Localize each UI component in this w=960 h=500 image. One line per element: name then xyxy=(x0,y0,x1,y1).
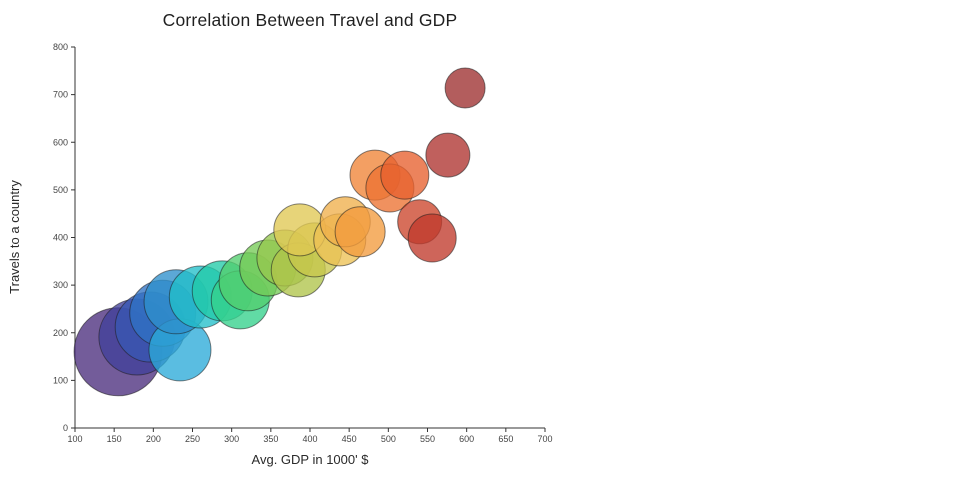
y-tick-label: 100 xyxy=(53,375,68,385)
y-tick-label: 400 xyxy=(53,233,68,243)
axes: 100 150 200 250 300 350 400 450 500 550 600 650 700 0… xyxy=(53,42,553,444)
y-tick-label: 500 xyxy=(53,185,68,195)
x-tick-label: 650 xyxy=(498,434,513,444)
y-tick-label: 800 xyxy=(53,42,68,52)
x-tick-label: 350 xyxy=(263,434,278,444)
x-tick-label: 550 xyxy=(420,434,435,444)
x-tick-label: 400 xyxy=(302,434,317,444)
bubble-point[interactable] xyxy=(334,206,386,258)
x-tick-label: 600 xyxy=(459,434,474,444)
bubble-series xyxy=(73,67,486,397)
x-tick-label: 200 xyxy=(146,434,161,444)
x-tick-label: 500 xyxy=(381,434,396,444)
y-tick-label: 300 xyxy=(53,280,68,290)
y-axis-label: Travels to a country xyxy=(7,180,22,294)
bubble-point[interactable] xyxy=(444,67,486,109)
y-tick-label: 200 xyxy=(53,328,68,338)
y-tick-label: 700 xyxy=(53,90,68,100)
y-tick-label: 0 xyxy=(63,423,68,433)
y-tick-label: 600 xyxy=(53,137,68,147)
x-tick-label: 100 xyxy=(67,434,82,444)
bubble-point[interactable] xyxy=(425,132,471,178)
bubble-point[interactable] xyxy=(380,150,430,200)
x-tick-label: 300 xyxy=(224,434,239,444)
x-tick-label: 250 xyxy=(185,434,200,444)
x-tick-label: 700 xyxy=(537,434,552,444)
x-axis-label: Avg. GDP in 1000' $ xyxy=(252,452,370,467)
x-tick-label: 450 xyxy=(342,434,357,444)
bubble-point[interactable] xyxy=(407,213,457,263)
x-tick-label: 150 xyxy=(107,434,122,444)
chart-title: Correlation Between Travel and GDP xyxy=(162,10,458,30)
